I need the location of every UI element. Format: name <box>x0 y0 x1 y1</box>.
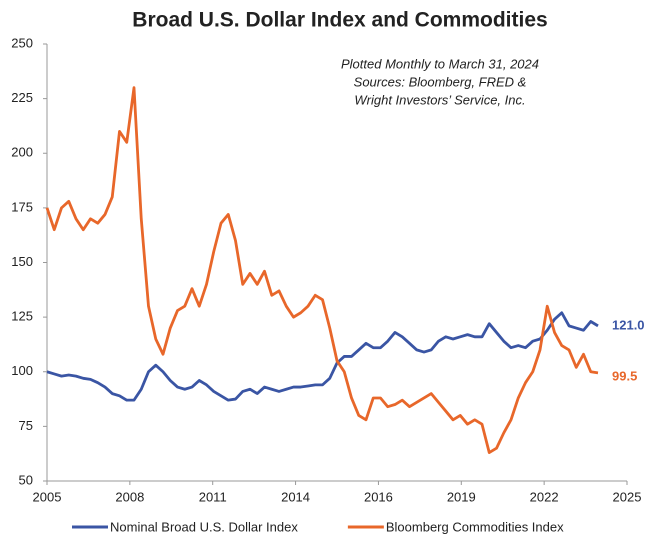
x-tick-label: 2008 <box>115 489 144 504</box>
y-tick-label: 250 <box>11 35 33 50</box>
value-label: 121.0 <box>612 317 645 332</box>
y-tick-label: 50 <box>19 472 33 487</box>
y-tick-label: 150 <box>11 254 33 269</box>
y-tick-label: 100 <box>11 363 33 378</box>
x-tick-label: 2019 <box>447 489 476 504</box>
y-tick-label: 75 <box>19 418 33 433</box>
annotation: Sources: Bloomberg, FRED & <box>354 74 527 89</box>
y-tick-label: 200 <box>11 145 33 160</box>
series-line <box>46 311 599 402</box>
x-tick-label: 2011 <box>199 489 227 504</box>
legend-label: Nominal Broad U.S. Dollar Index <box>110 519 298 534</box>
annotation: Wright Investors’ Service, Inc. <box>354 92 525 107</box>
legend-label: Bloomberg Commodities Index <box>386 519 564 534</box>
x-tick-label: 2014 <box>281 489 310 504</box>
x-tick-label: 2005 <box>33 489 62 504</box>
annotation: Plotted Monthly to March 31, 2024 <box>341 56 539 71</box>
series-line <box>45 86 599 454</box>
chart-title: Broad U.S. Dollar Index and Commodities <box>132 9 547 32</box>
x-tick-label: 2022 <box>530 489 559 504</box>
x-tick-label: 2025 <box>613 489 642 504</box>
y-tick-label: 175 <box>11 199 33 214</box>
x-tick-label: 2016 <box>364 489 393 504</box>
value-label: 99.5 <box>612 368 637 383</box>
y-tick-label: 225 <box>11 90 33 105</box>
y-tick-label: 125 <box>11 309 33 324</box>
